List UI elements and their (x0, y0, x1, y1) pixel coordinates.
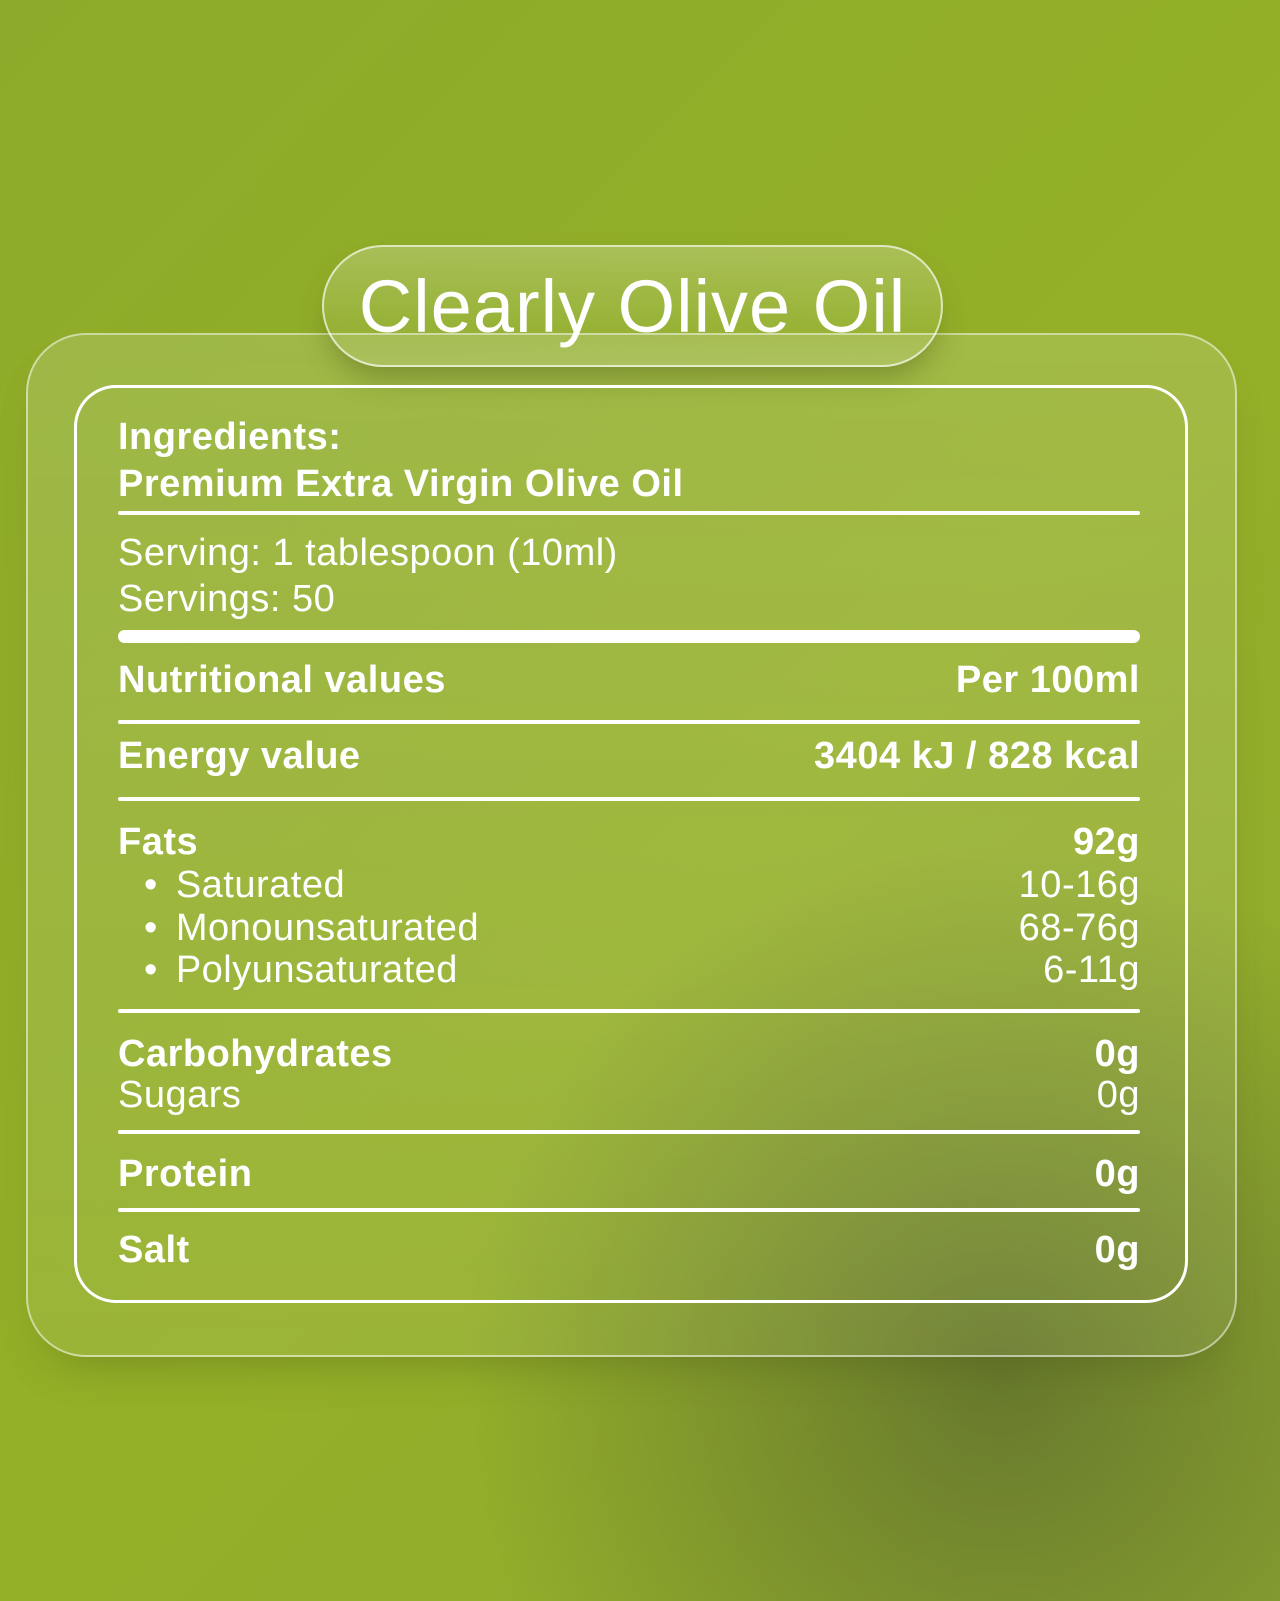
fats-value: 92g (1073, 821, 1140, 863)
energy-label: Energy value (118, 735, 361, 777)
sugars-value: 0g (1096, 1074, 1140, 1116)
divider (118, 720, 1140, 724)
ingredients-heading: Ingredients: (118, 416, 342, 458)
polyunsaturated-fat-label: • Polyunsaturated (144, 949, 458, 991)
protein-value: 0g (1094, 1153, 1140, 1195)
protein-label: Protein (118, 1153, 253, 1195)
fats-label: Fats (118, 821, 199, 863)
ingredients-value: Premium Extra Virgin Olive Oil (118, 463, 684, 505)
saturated-fat-label: • Saturated (144, 864, 346, 906)
bullet-icon: • (144, 907, 158, 949)
divider (118, 1130, 1140, 1134)
salt-row: Salt 0g (118, 1228, 1140, 1272)
divider (118, 797, 1140, 801)
carbohydrates-label: Carbohydrates (118, 1033, 393, 1075)
sugars-row: Sugars 0g (118, 1073, 1140, 1117)
protein-row: Protein 0g (118, 1152, 1140, 1196)
saturated-fat-row: • Saturated 10-16g (118, 863, 1140, 907)
divider (118, 1009, 1140, 1013)
bullet-icon: • (144, 949, 158, 991)
fats-row: Fats 92g (118, 820, 1140, 864)
divider (118, 511, 1140, 515)
salt-label: Salt (118, 1229, 190, 1271)
carbohydrates-row: Carbohydrates 0g (118, 1032, 1140, 1076)
table-header-unit: Per 100ml (955, 659, 1140, 701)
brand-pill: Clearly Olive Oil (322, 245, 943, 367)
nutrition-panel (74, 385, 1188, 1303)
energy-row: Energy value 3404 kJ / 828 kcal (118, 734, 1140, 778)
sugars-label: Sugars (118, 1074, 242, 1116)
label-glass-card (26, 333, 1237, 1357)
monounsaturated-fat-value: 68-76g (1018, 907, 1140, 949)
brand-title: Clearly Olive Oil (358, 264, 907, 348)
table-header-row: Nutritional values Per 100ml (118, 658, 1140, 702)
carbohydrates-value: 0g (1094, 1033, 1140, 1075)
saturated-fat-value: 10-16g (1018, 864, 1140, 906)
bullet-icon: • (144, 864, 158, 906)
monounsaturated-fat-row: • Monounsaturated 68-76g (118, 906, 1140, 950)
thick-divider (118, 630, 1140, 643)
serving-size: Serving: 1 tablespoon (10ml) (118, 532, 618, 574)
divider (118, 1208, 1140, 1212)
polyunsaturated-fat-value: 6-11g (1043, 949, 1140, 991)
polyunsaturated-fat-row: • Polyunsaturated 6-11g (118, 948, 1140, 992)
energy-value: 3404 kJ / 828 kcal (814, 735, 1140, 777)
monounsaturated-fat-label: • Monounsaturated (144, 907, 480, 949)
salt-value: 0g (1094, 1229, 1140, 1271)
table-header-label: Nutritional values (118, 659, 446, 701)
servings-count: Servings: 50 (118, 578, 336, 620)
